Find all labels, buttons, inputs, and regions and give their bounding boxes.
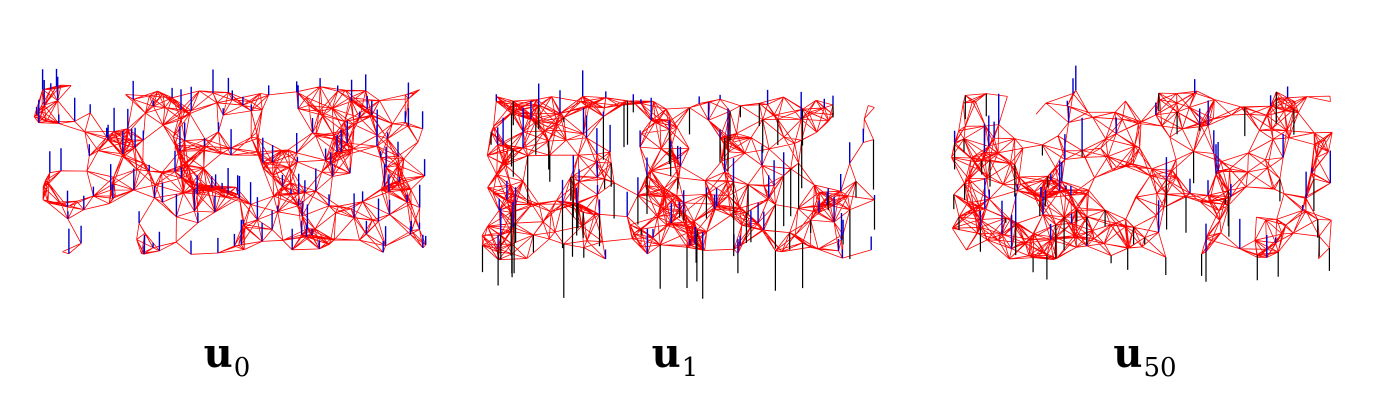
positive-spikes — [35, 68, 427, 255]
network-edges — [481, 96, 875, 261]
network-plot-u50 — [951, 65, 1333, 282]
network-panel-u0 — [22, 30, 442, 310]
caption-u50: u50 — [1045, 330, 1245, 390]
network-plot-u0 — [33, 68, 427, 255]
network-edges — [951, 90, 1333, 260]
caption-u0-subscript: 0 — [233, 353, 251, 383]
caption-u0-symbol: u — [203, 330, 233, 377]
caption-u0: u0 — [127, 330, 327, 390]
caption-u50-subscript: 50 — [1143, 353, 1177, 383]
caption-u1-symbol: u — [651, 330, 681, 377]
positive-spikes — [953, 65, 1331, 258]
network-panel-u50 — [935, 30, 1355, 310]
network-plot-u1 — [481, 70, 876, 299]
negative-spikes — [481, 100, 876, 299]
network-panel-u1 — [470, 30, 890, 310]
caption-u1-subscript: 1 — [681, 353, 699, 383]
negative-spikes — [953, 91, 1330, 282]
caption-u1: u1 — [575, 330, 775, 390]
positive-spikes — [495, 70, 876, 260]
caption-u50-symbol: u — [1113, 330, 1143, 377]
